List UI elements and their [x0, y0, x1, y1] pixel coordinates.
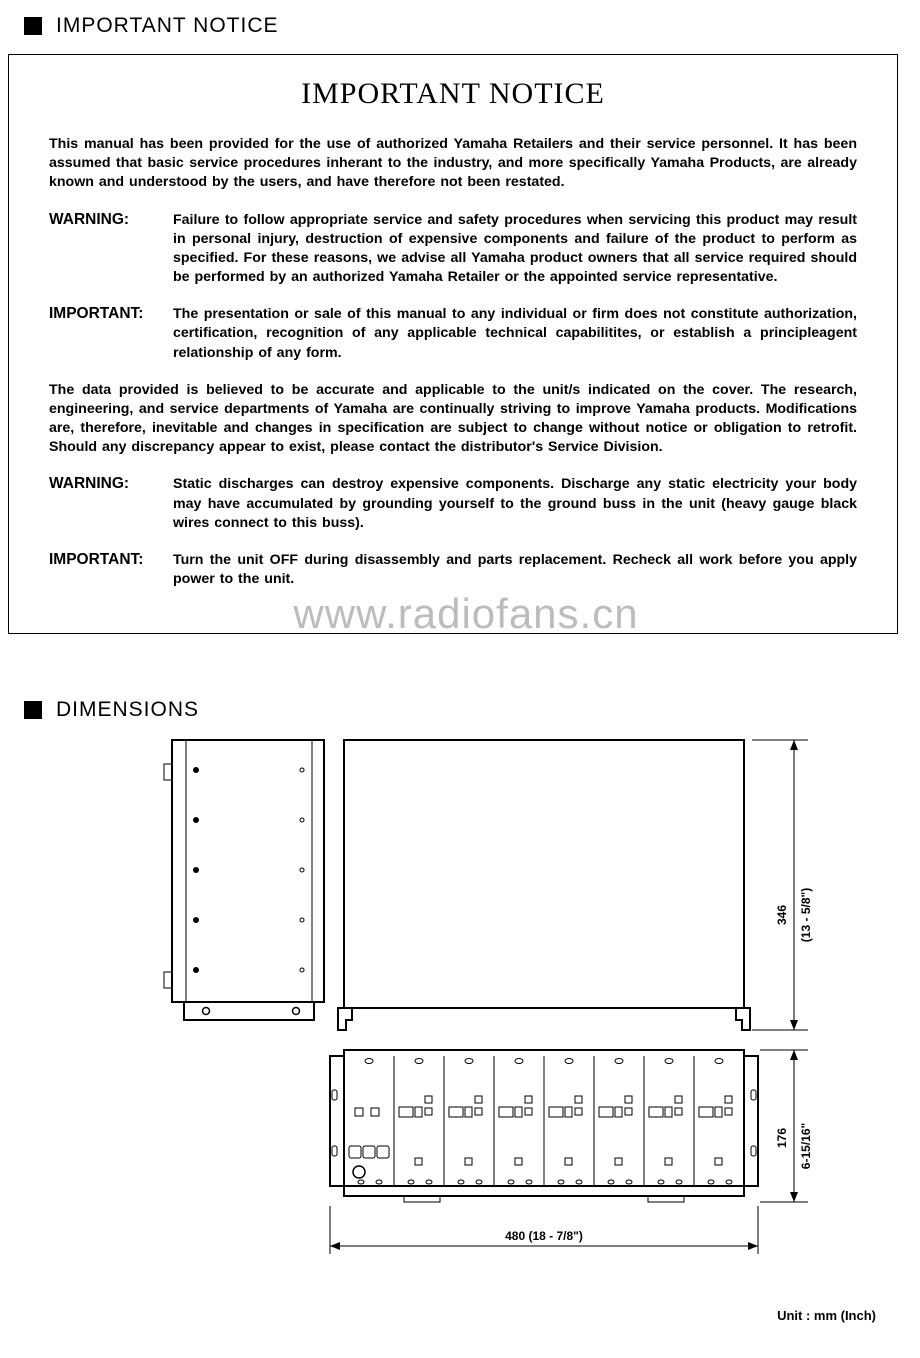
section-title: IMPORTANT NOTICE [56, 14, 279, 38]
svg-text:176: 176 [775, 1128, 789, 1148]
important-1: IMPORTANT: The presentation or sale of t… [49, 305, 857, 363]
warning-body: Failure to follow appropriate service an… [173, 211, 857, 288]
svg-text:346: 346 [775, 905, 789, 925]
bullet-square-icon [24, 701, 42, 719]
warning-body: Static discharges can destroy expensive … [173, 475, 857, 533]
intro-paragraph: This manual has been provided for the us… [49, 135, 857, 193]
notice-box: IMPORTANT NOTICE This manual has been pr… [8, 54, 898, 634]
unit-label: Unit : mm (Inch) [24, 1308, 876, 1323]
important-label: IMPORTANT: [49, 305, 173, 363]
data-paragraph: The data provided is believed to be accu… [49, 381, 857, 458]
svg-text:6-15/16": 6-15/16" [799, 1123, 813, 1169]
notice-title: IMPORTANT NOTICE [49, 77, 857, 111]
dimensions-diagram: 346 (13 - 5/8") 176 6-15/16" 480 (18 - 7/8") [134, 738, 908, 1298]
section-title: DIMENSIONS [56, 698, 199, 722]
bullet-square-icon [24, 17, 42, 35]
warning-1: WARNING: Failure to follow appropriate s… [49, 211, 857, 288]
important-2: IMPORTANT: Turn the unit OFF during disa… [49, 551, 857, 589]
warning-label: WARNING: [49, 211, 173, 288]
svg-text:480 (18 - 7/8"): 480 (18 - 7/8") [505, 1229, 583, 1243]
svg-text:(13 - 5/8"): (13 - 5/8") [799, 888, 813, 942]
section-header-notice: IMPORTANT NOTICE [24, 14, 908, 38]
section-header-dimensions: DIMENSIONS [24, 698, 908, 722]
warning-2: WARNING: Static discharges can destroy e… [49, 475, 857, 533]
important-body: The presentation or sale of this manual … [173, 305, 857, 363]
warning-label: WARNING: [49, 475, 173, 533]
important-body: Turn the unit OFF during disassembly and… [173, 551, 857, 589]
important-label: IMPORTANT: [49, 551, 173, 589]
